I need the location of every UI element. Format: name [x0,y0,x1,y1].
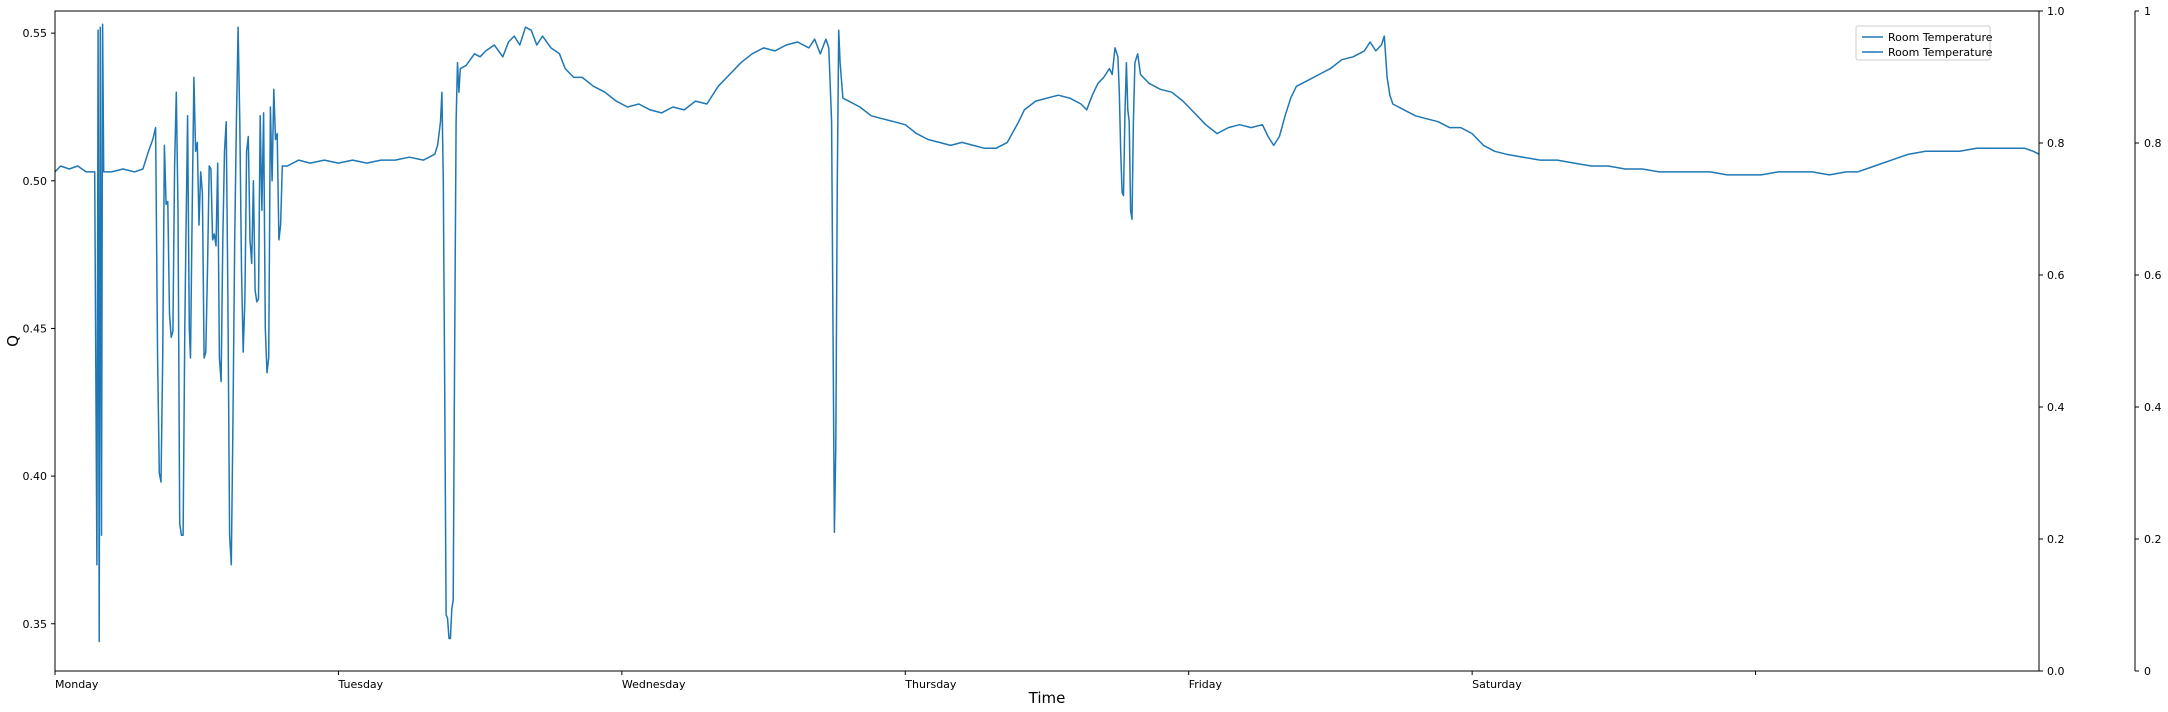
y-axis-title: Q [4,335,22,347]
tertiary-y-tick-label: 0.8 [2144,137,2162,150]
plot-frame [54,10,2040,672]
y-tick-label: 0.55 [23,27,48,40]
legend-label: Room Temperature [1888,31,1993,44]
tertiary-y-tick-label: 1 [2144,5,2151,18]
chart-axes: 0.35 0.40 0.45 0.50 0.55 0.0 0.2 0.4 0.6 0.8 1.0 0 0… [4,5,2162,707]
secondary-y-tick-label: 0.6 [2047,269,2065,282]
x-axis-title: Time [1028,689,1066,707]
x-tick-label: Saturday [1472,678,1522,691]
x-tick-label: Tuesday [337,678,383,691]
y-tick-label: 0.40 [23,470,48,483]
tertiary-y-tick-label: 0.2 [2144,533,2162,546]
y-tick-label: 0.45 [23,322,48,335]
x-tick-label: Wednesday [622,678,686,691]
legend-box [1855,25,1991,61]
secondary-y-tick-label: 1.0 [2047,5,2065,18]
secondary-y-tick-label: 0.0 [2047,665,2065,678]
x-tick-label: Monday [55,678,99,691]
y-tick-label: 0.35 [23,618,48,631]
y-tick-label: 0.50 [23,175,48,188]
series-line [54,23,2040,643]
secondary-y-tick-label: 0.8 [2047,137,2065,150]
secondary-y-tick-label: 0.4 [2047,401,2065,414]
legend: Room Temperature Room Temperature [1855,25,1993,61]
tertiary-y-tick-label: 0 [2144,665,2151,678]
legend-label: Room Temperature [1888,46,1993,59]
x-tick-label: Thursday [904,678,957,691]
tertiary-y-tick-label: 0.6 [2144,269,2162,282]
tertiary-y-tick-label: 0.4 [2144,401,2162,414]
x-tick-label: Friday [1189,678,1223,691]
secondary-y-tick-label: 0.2 [2047,533,2065,546]
chart-marks [54,23,2040,643]
